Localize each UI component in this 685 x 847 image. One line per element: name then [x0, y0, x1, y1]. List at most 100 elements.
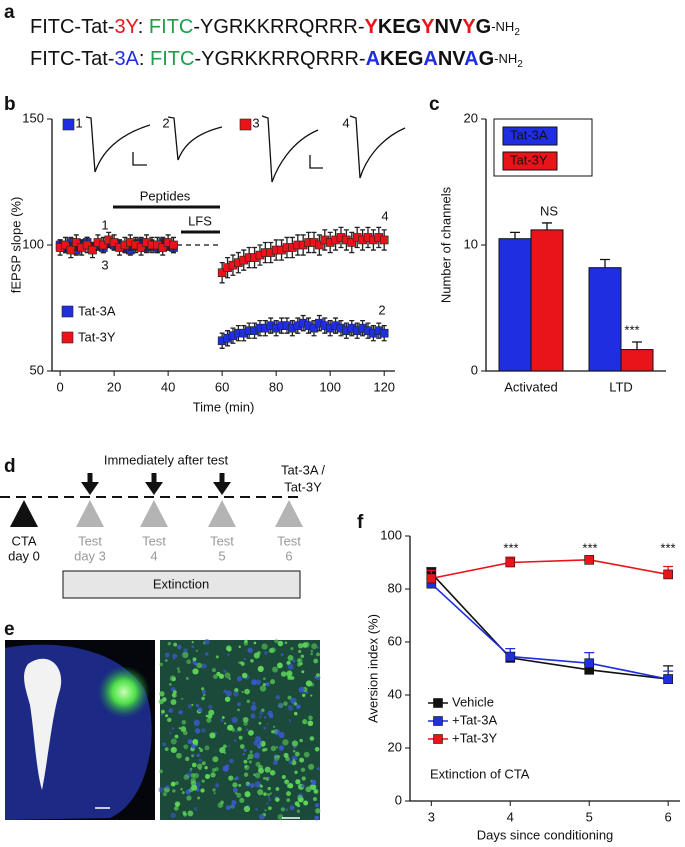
speckle: [265, 682, 270, 687]
speckle: [288, 760, 293, 765]
speckle: [301, 784, 305, 788]
diagram-d: d Immediately after test Tat-3A / Tat-3Y…: [0, 452, 325, 599]
speckle: [236, 676, 243, 682]
x-tick-label: 3: [428, 809, 435, 824]
chart: c 0 10 20 Number of channels NS *** Activated LT…: [429, 94, 666, 394]
speckle: [277, 640, 284, 647]
speckle: [241, 690, 244, 694]
speckle: [250, 713, 256, 719]
sequence-part: NV: [438, 48, 466, 70]
speckle: [200, 788, 205, 793]
x-axis-label: Days since conditioning: [477, 827, 614, 842]
speckle: [256, 743, 262, 749]
panel-letter: b: [4, 94, 16, 115]
micrographs: e 0.5mm 50 µm: [4, 619, 321, 837]
speckle: [310, 783, 317, 791]
bar: [498, 238, 532, 372]
speckle: [171, 727, 175, 730]
speckle: [244, 791, 251, 798]
speckle: [303, 800, 309, 806]
legend-label: +Tat-3Y: [452, 730, 497, 745]
traces: [85, 115, 406, 183]
speckle: [283, 752, 289, 758]
legend-swatch: [433, 698, 443, 708]
speckle: [222, 744, 227, 749]
annotation: ***: [660, 540, 675, 555]
speckle: [175, 802, 180, 807]
speckle: [227, 653, 230, 656]
speckle: [258, 764, 263, 770]
speckle: [198, 767, 202, 771]
sequence: FITC-Tat-3Y: FITC-YGRKKRRQRRR-YKEGYNVYG-…: [30, 16, 520, 38]
speckle: [231, 799, 237, 805]
speckle: [269, 770, 276, 776]
speckle: [220, 718, 224, 723]
speckle: [292, 749, 296, 753]
annotation: Extinction of CTA: [430, 766, 530, 781]
error-bar: [542, 222, 552, 230]
speckle: [308, 715, 313, 721]
speckle: [180, 788, 183, 791]
speckle: [193, 661, 198, 666]
speckle: [193, 719, 200, 727]
annotation: Peptides: [140, 188, 191, 203]
speckle: [241, 672, 248, 679]
sequence-part: 2: [514, 27, 520, 38]
speckle: [271, 730, 275, 734]
speckle: [315, 803, 320, 808]
marker: [217, 268, 227, 278]
sequence-part: FITC-Tat-: [30, 16, 114, 38]
speckle: [254, 781, 261, 788]
marker: [379, 328, 389, 338]
speckle: [301, 776, 306, 781]
speckle: [313, 797, 317, 801]
speckle: [290, 676, 295, 680]
speckle: [225, 645, 232, 652]
speckle: [191, 641, 194, 644]
speckle: [197, 796, 201, 800]
speckle: [182, 811, 187, 815]
speckle: [287, 705, 294, 711]
legend-label: Tat-3A: [78, 303, 116, 318]
speckle: [201, 689, 206, 694]
speckle: [310, 694, 313, 697]
speckle: [243, 772, 249, 777]
y-tick-label: 150: [22, 110, 44, 125]
speckle: [158, 786, 165, 793]
legend-swatch: [433, 716, 443, 726]
sequence-part: KEG: [380, 48, 423, 70]
session: 5: [218, 548, 225, 563]
speckle: [237, 726, 242, 732]
sequence-part: KEG: [378, 16, 421, 38]
speckle: [235, 776, 239, 780]
speckle: [249, 783, 255, 788]
speckle: [183, 744, 189, 750]
speckle: [165, 714, 168, 718]
sequence-part: FITC: [150, 48, 194, 70]
speckle: [201, 663, 207, 669]
speckle: [278, 745, 284, 751]
speckle: [207, 713, 213, 719]
speckle: [246, 699, 251, 704]
y-tick-label: 0: [395, 792, 402, 807]
speckle: [277, 703, 283, 709]
marker: [82, 240, 92, 250]
speckle: [290, 647, 294, 651]
speckle: [274, 638, 279, 644]
speckle: [185, 676, 189, 680]
sequence: FITC-Tat-3A: FITC-YGRKKRRQRRR-AKEGANVAG-…: [30, 48, 523, 70]
legend-label: Tat-3A: [510, 127, 548, 142]
speckle: [215, 655, 219, 659]
speckle: [228, 677, 231, 680]
speckle: [310, 649, 314, 653]
speckle: [233, 691, 239, 697]
speckle: [186, 659, 192, 665]
legend-label: Vehicle: [452, 694, 494, 709]
speckle: [169, 675, 176, 682]
speckle: [280, 671, 287, 677]
marker: [88, 245, 97, 255]
speckle: [248, 760, 252, 764]
speckle: [263, 650, 269, 655]
speckle: [243, 641, 249, 646]
trace-label: 1: [75, 115, 82, 130]
